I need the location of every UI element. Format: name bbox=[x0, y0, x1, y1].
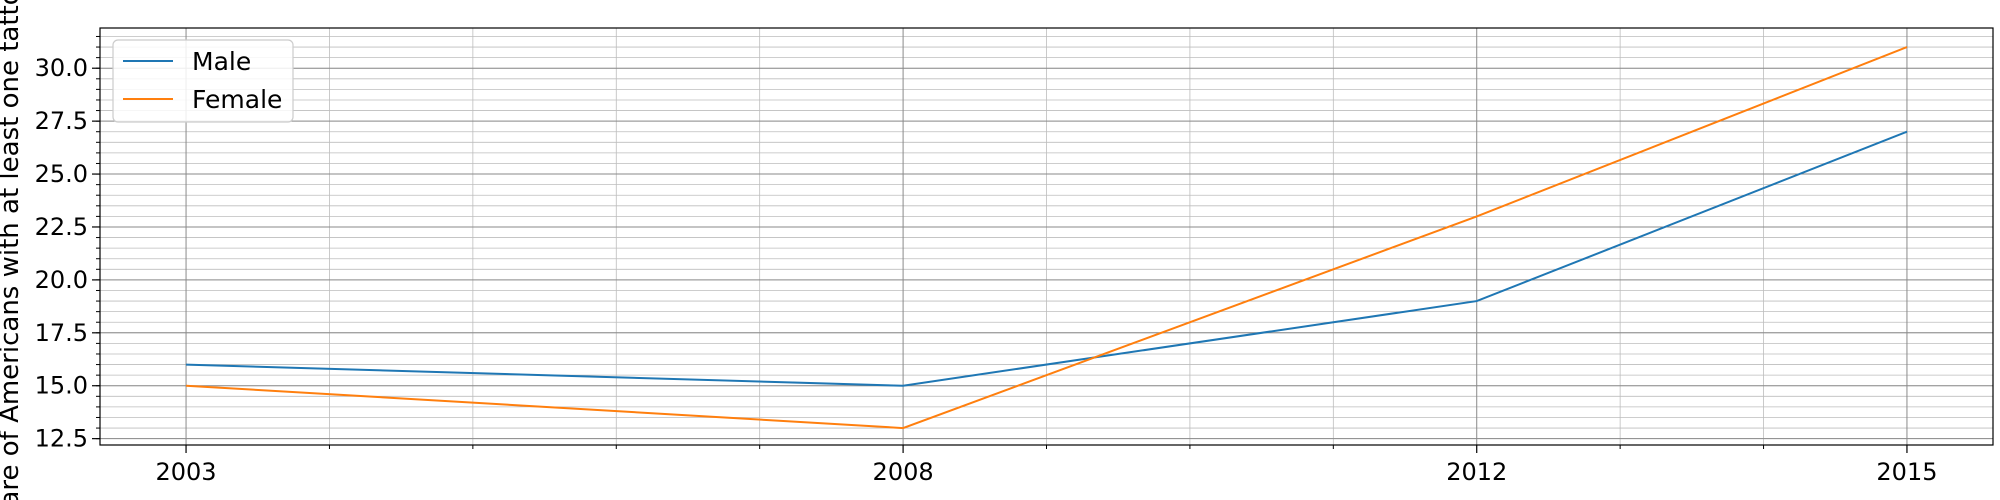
legend: Male Female bbox=[112, 39, 294, 123]
ticks-layer: 12.5 15.0 17.5 20.0 22.5 25.0 27.5 30.0 2003 2008… bbox=[35, 35, 1937, 486]
y-tick-label: 30.0 bbox=[35, 54, 88, 82]
x-tick-label: 2008 bbox=[873, 458, 934, 486]
series-layer bbox=[185, 46, 1908, 430]
y-tick-label: 17.5 bbox=[35, 319, 88, 347]
y-tick-label: 12.5 bbox=[35, 425, 88, 453]
y-tick-label: 22.5 bbox=[35, 213, 88, 241]
y-tick-label: 15.0 bbox=[35, 372, 88, 400]
y-axis-label: Share of Americans with at least one tat… bbox=[0, 0, 25, 500]
legend-label-male: Male bbox=[192, 47, 251, 76]
series-line-male bbox=[186, 130, 1908, 387]
y-tick-label: 20.0 bbox=[35, 266, 88, 294]
series-line-female bbox=[185, 46, 1908, 430]
x-tick-label: 2015 bbox=[1876, 458, 1937, 486]
legend-label-female: Female bbox=[192, 85, 282, 114]
x-tick-label: 2012 bbox=[1446, 458, 1507, 486]
x-tick-label: 2003 bbox=[156, 458, 217, 486]
minor-grid-vertical bbox=[329, 28, 1764, 445]
major-grid bbox=[100, 28, 1993, 445]
y-tick-label: 25.0 bbox=[35, 160, 88, 188]
y-tick-label: 27.5 bbox=[35, 107, 88, 135]
